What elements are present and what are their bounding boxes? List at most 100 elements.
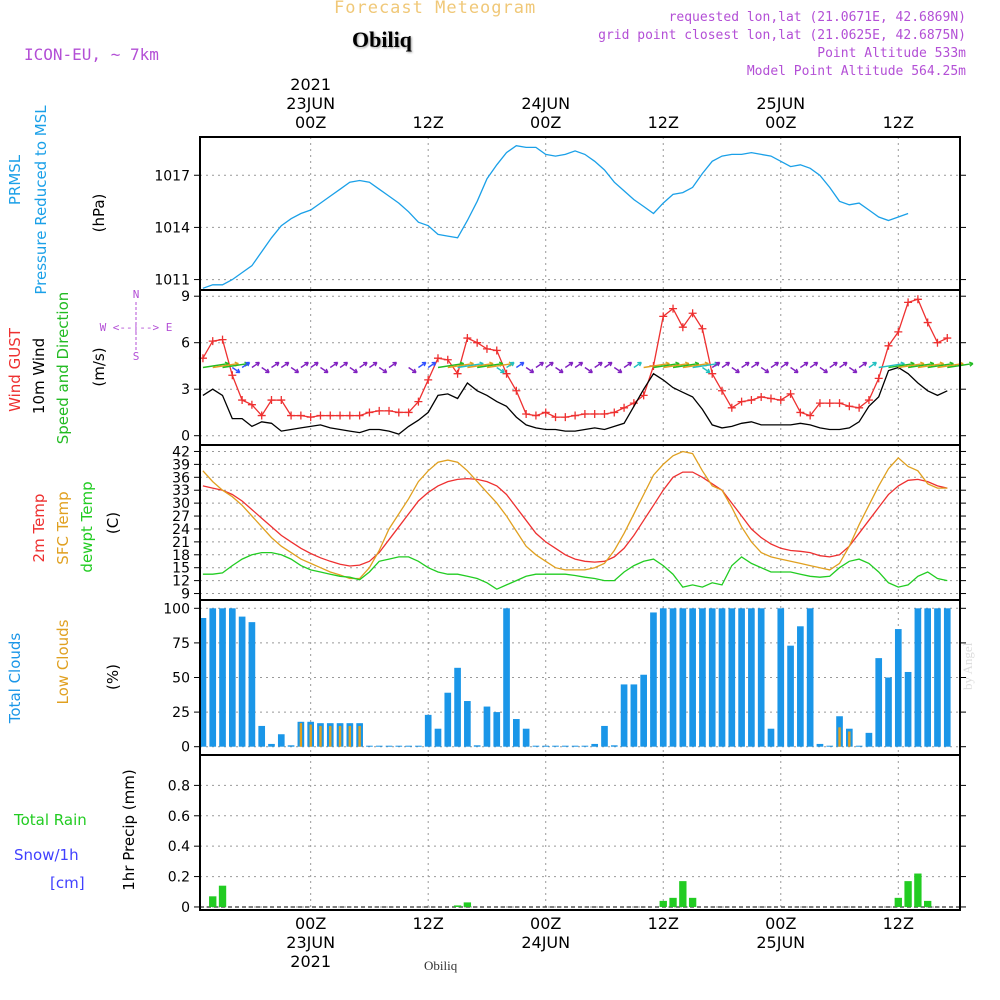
- gust-marker: [600, 410, 609, 418]
- panel-frame: [199, 136, 961, 291]
- total-cloud-bar: [483, 706, 491, 747]
- panel-frame: [199, 289, 961, 446]
- wind-direction-arrow: [329, 361, 339, 369]
- wind-direction-arrow: [829, 361, 838, 369]
- total-cloud-bar: [659, 608, 667, 747]
- wind-line: [202, 366, 948, 435]
- wind-direction-arrow: [770, 361, 780, 369]
- gust-marker: [757, 392, 766, 401]
- gust-marker: [580, 410, 589, 418]
- gust-marker: [208, 337, 217, 346]
- time-label-top: 12Z: [648, 113, 679, 132]
- rain-bar: [218, 885, 227, 907]
- arrow-shaft: [349, 366, 358, 374]
- arrow-shaft: [467, 362, 494, 369]
- arrow-shaft: [320, 366, 329, 374]
- gust-marker: [238, 396, 247, 405]
- gust-marker: [218, 335, 227, 344]
- gust-marker: [678, 323, 687, 332]
- arrow-head: [735, 368, 740, 374]
- arrow-shaft: [672, 362, 699, 369]
- low-cloud-bar: [338, 725, 342, 747]
- total-cloud-bar: [767, 728, 775, 747]
- y-label-prmsl: PRMSL: [6, 154, 24, 205]
- gust-marker: [365, 408, 374, 417]
- arrow-shaft: [917, 362, 944, 369]
- y-label-snow: Snow/1h: [14, 846, 79, 864]
- y-label-10m-wind: 10m Wind: [30, 338, 48, 414]
- arrow-shaft: [525, 366, 534, 374]
- arrow-head: [617, 368, 623, 374]
- wind-direction-arrow: [819, 366, 829, 374]
- arrow-head: [323, 368, 329, 374]
- wind-direction-arrow: [858, 361, 868, 369]
- total-cloud-bar: [787, 645, 794, 747]
- gust-marker: [443, 355, 452, 364]
- gust-marker: [345, 411, 354, 420]
- gust-marker: [355, 411, 364, 420]
- total-cloud-bar: [777, 608, 785, 747]
- arrow-shaft: [692, 362, 719, 369]
- total-cloud-bar: [248, 622, 256, 747]
- arrow-head: [793, 368, 799, 374]
- requested-coords: requested lon,lat (21.0671E, 42.6869N): [668, 10, 966, 25]
- rain-bar: [914, 873, 922, 907]
- arrow-shaft: [604, 361, 613, 369]
- gust-marker: [933, 338, 942, 347]
- wind-direction-arrow: [584, 366, 593, 374]
- arrow-shaft: [819, 366, 828, 374]
- arrow-shaft: [408, 366, 417, 374]
- wind-direction-arrow: [780, 361, 789, 369]
- rain-bar: [209, 896, 217, 907]
- gust-line: [202, 298, 948, 418]
- y-tick-label: 9: [181, 587, 190, 603]
- gust-marker: [414, 397, 423, 406]
- y-label-low-clouds: Low Clouds: [54, 619, 72, 704]
- wind-direction-arrow: [574, 361, 584, 369]
- arrow-shaft: [898, 362, 925, 369]
- gust-marker: [688, 309, 697, 318]
- gust-marker: [267, 396, 276, 405]
- arrow-shaft: [261, 366, 270, 374]
- wind-direction-arrow: [750, 361, 760, 369]
- arrow-shaft: [202, 362, 229, 369]
- arrow-shaft: [809, 361, 818, 369]
- total-cloud-bar: [473, 745, 481, 747]
- total-cloud-bar: [395, 745, 403, 747]
- arrow-head: [754, 361, 760, 367]
- rain-bar: [679, 881, 687, 907]
- total-cloud-bar: [464, 701, 471, 747]
- time-label-bottom: 00Z: [765, 914, 796, 933]
- total-cloud-bar: [748, 608, 755, 747]
- arrow-head: [705, 368, 711, 374]
- total-cloud-bar: [630, 684, 638, 747]
- y-tick-label: 25: [172, 705, 190, 721]
- wind-direction-arrow: [251, 361, 260, 369]
- total-cloud-bar: [493, 712, 501, 747]
- y-tick-label: 1017: [154, 168, 190, 184]
- grid: 0 0.2 0.4 0.6 0.8: [168, 755, 966, 916]
- arrow-head: [872, 361, 877, 367]
- model-label: ICON-EU, ~ 7km: [24, 45, 159, 64]
- arrow-shaft: [750, 361, 760, 369]
- gust-marker: [913, 295, 922, 304]
- total-cloud-bar: [258, 725, 266, 747]
- location-title: Obiliq: [352, 27, 412, 52]
- low-cloud-bar: [309, 724, 312, 747]
- arrow-shaft: [280, 361, 290, 369]
- total-cloud-bar: [503, 608, 510, 747]
- wind-direction-arrow: [388, 361, 398, 369]
- gust-marker: [620, 403, 629, 412]
- y-tick-label: 1014: [154, 220, 190, 236]
- gust-marker: [522, 410, 531, 418]
- y-tick-label: 24: [172, 522, 190, 538]
- total-cloud-bar: [620, 684, 628, 747]
- panel-frame: [199, 754, 961, 911]
- rain-bar: [463, 902, 472, 907]
- arrow-shaft: [378, 366, 388, 374]
- total-cloud-bar: [571, 745, 579, 747]
- arrow-head: [568, 361, 574, 367]
- wind-direction-arrow: [369, 361, 378, 369]
- wind-direction-arrow: [711, 361, 721, 369]
